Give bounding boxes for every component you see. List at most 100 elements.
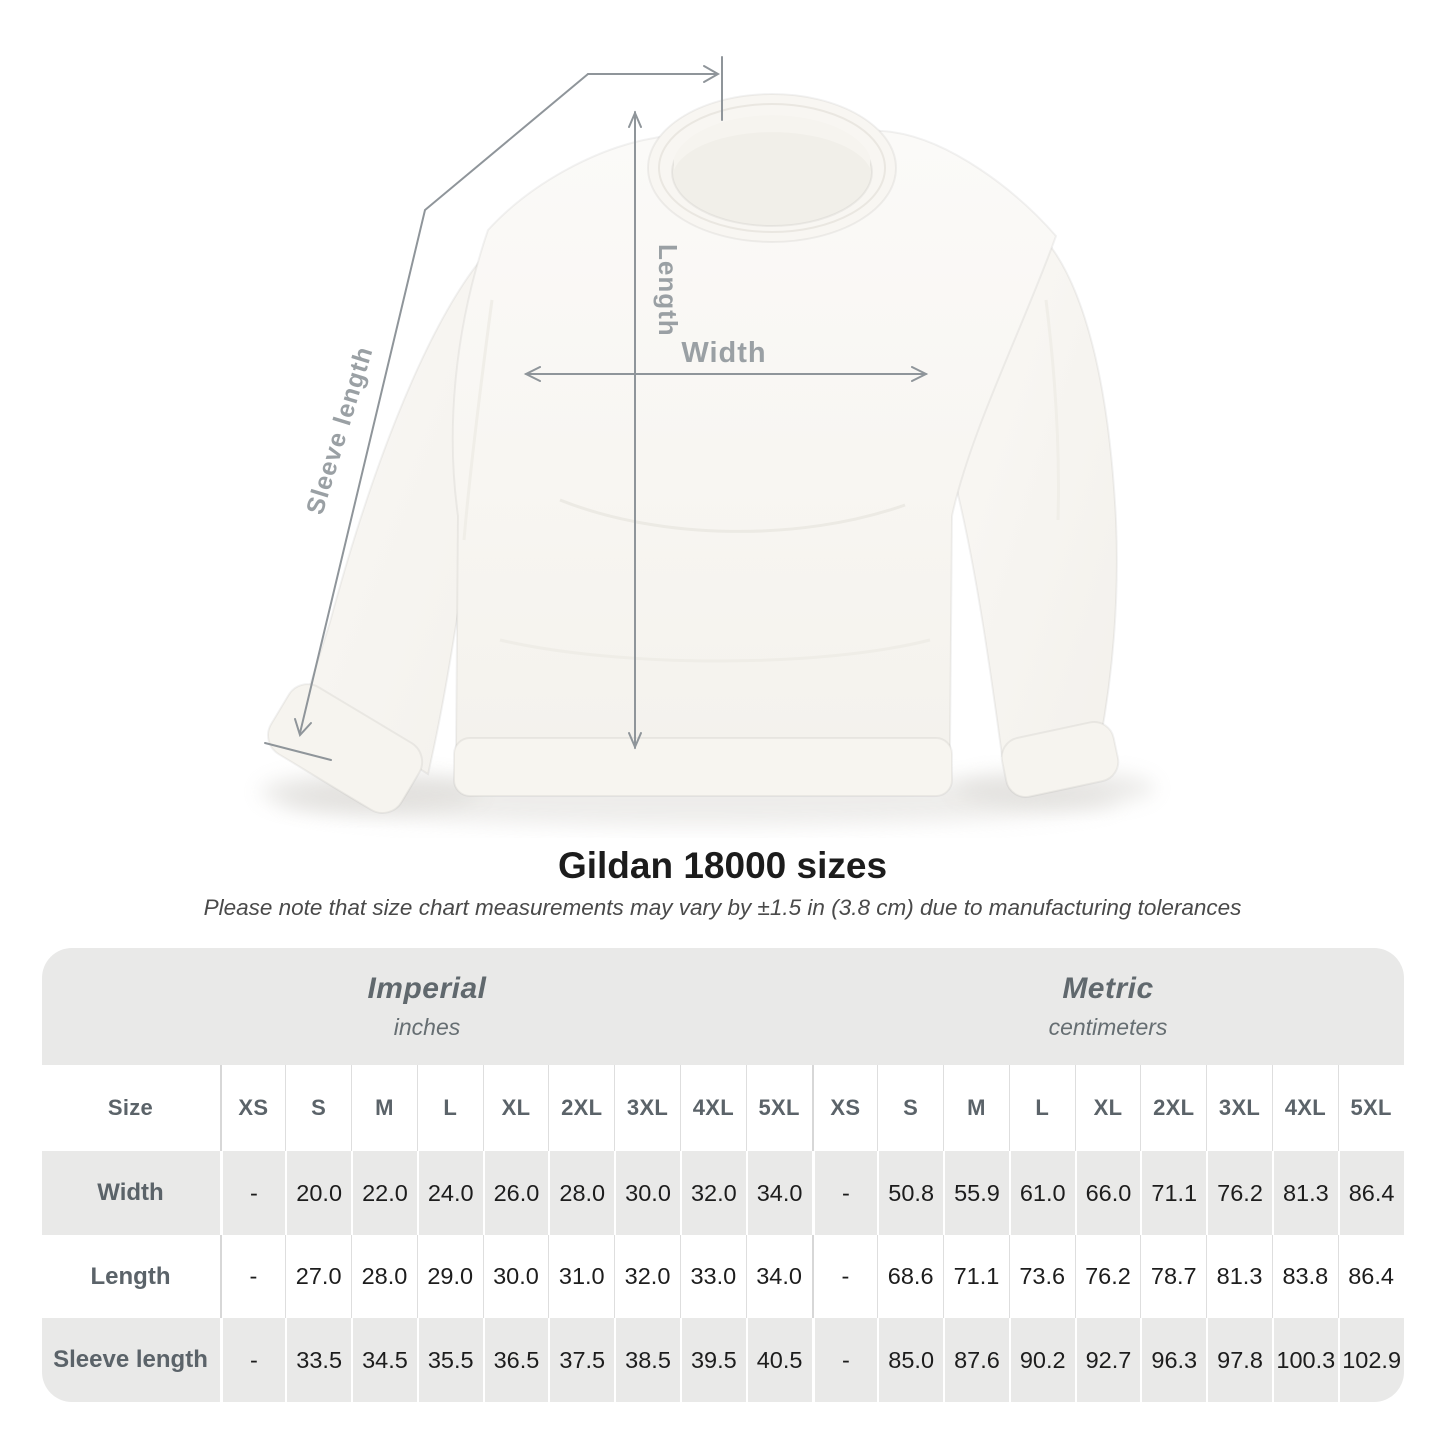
size-header-imperial-3xl: 3XL [614, 1065, 680, 1151]
cell-imperial-sleeve-length-xs: - [219, 1318, 286, 1402]
measurement-annotations [264, 56, 929, 761]
cell-imperial-width-3xl: 30.0 [614, 1151, 680, 1235]
size-header-metric-2xl: 2XL [1140, 1065, 1207, 1151]
cell-imperial-width-4xl: 32.0 [679, 1151, 746, 1235]
cell-metric-sleeve-length-3xl: 97.8 [1206, 1318, 1272, 1402]
cell-imperial-width-2xl: 28.0 [548, 1151, 615, 1235]
cell-imperial-width-xl: 26.0 [482, 1151, 549, 1235]
cell-imperial-sleeve-length-m: 34.5 [351, 1318, 417, 1402]
tolerance-note: Please note that size chart measurements… [203, 895, 1242, 920]
cell-metric-length-s: 68.6 [877, 1235, 944, 1318]
cell-metric-sleeve-length-4xl: 100.3 [1271, 1318, 1338, 1402]
sweatshirt-measurement-diagram: Length Width Sleeve length [260, 56, 1155, 826]
cell-imperial-length-s: 27.0 [285, 1235, 352, 1318]
cell-metric-sleeve-length-xs: - [811, 1318, 878, 1402]
torso [451, 127, 1058, 749]
cell-imperial-width-m: 22.0 [351, 1151, 417, 1235]
left-cuff [267, 683, 424, 814]
size-header-imperial-l: L [416, 1065, 483, 1151]
cell-metric-length-m: 71.1 [943, 1235, 1009, 1318]
row-label-length: Length [41, 1235, 220, 1318]
cell-imperial-sleeve-length-xl: 36.5 [482, 1318, 549, 1402]
right-cuff [1000, 721, 1120, 798]
length-label: Length [653, 244, 683, 337]
cell-imperial-length-xs: - [219, 1235, 286, 1318]
cell-metric-length-4xl: 83.8 [1271, 1235, 1338, 1318]
size-header-imperial-m: M [351, 1065, 417, 1151]
cell-imperial-sleeve-length-4xl: 39.5 [679, 1318, 746, 1402]
size-header-imperial-xl: XL [482, 1065, 549, 1151]
row-label-sleeve-length: Sleeve length [41, 1318, 220, 1402]
cell-metric-width-3xl: 76.2 [1206, 1151, 1272, 1235]
cell-metric-length-5xl: 86.4 [1337, 1235, 1404, 1318]
size-header-imperial-2xl: 2XL [548, 1065, 615, 1151]
cell-imperial-width-s: 20.0 [285, 1151, 352, 1235]
size-table: Imperial inches Metric centimeters Size X… [41, 948, 1404, 1402]
size-header-metric-xl: XL [1074, 1065, 1141, 1151]
unit-header-band: Imperial inches Metric centimeters [41, 948, 1404, 1065]
sleeve-length-label: Sleeve length [301, 343, 379, 518]
metric-unit: centimeters [1048, 1014, 1168, 1040]
cell-imperial-length-2xl: 31.0 [548, 1235, 615, 1318]
cell-metric-sleeve-length-2xl: 96.3 [1140, 1318, 1207, 1402]
imperial-title: Imperial [367, 972, 487, 1005]
collar [647, 93, 897, 243]
size-header-metric-4xl: 4XL [1271, 1065, 1338, 1151]
size-header-imperial-5xl: 5XL [745, 1065, 812, 1151]
cell-imperial-sleeve-length-3xl: 38.5 [614, 1318, 680, 1402]
width-label: Width [681, 337, 766, 369]
cell-metric-length-3xl: 81.3 [1206, 1235, 1272, 1318]
cell-metric-width-s: 50.8 [877, 1151, 944, 1235]
size-header-imperial-s: S [285, 1065, 352, 1151]
cell-metric-sleeve-length-l: 90.2 [1008, 1318, 1075, 1402]
cell-metric-sleeve-length-xl: 92.7 [1074, 1318, 1141, 1402]
cell-metric-width-xl: 66.0 [1074, 1151, 1141, 1235]
page-title: Gildan 18000 sizes [557, 845, 888, 886]
cell-imperial-sleeve-length-5xl: 40.5 [745, 1318, 812, 1402]
cell-metric-sleeve-length-m: 87.6 [943, 1318, 1009, 1402]
length-arrow [628, 110, 642, 750]
cell-metric-width-4xl: 81.3 [1271, 1151, 1338, 1235]
cell-metric-width-m: 55.9 [943, 1151, 1009, 1235]
size-table-grid: Size XS S M L XL 2XL 3XL 4XL 5XL XS S M L XL 2XL 3XL 4XL 5… [41, 1065, 1404, 1402]
cell-metric-length-2xl: 78.7 [1140, 1235, 1207, 1318]
cell-imperial-length-5xl: 34.0 [745, 1235, 812, 1318]
cell-metric-length-l: 73.6 [1008, 1235, 1075, 1318]
product-photo: Length Width Sleeve length [260, 56, 1155, 826]
shoulder-reference-arrow [587, 56, 723, 121]
cell-metric-length-xs: - [811, 1235, 878, 1318]
size-header-metric-s: S [877, 1065, 944, 1151]
size-header-metric-l: L [1008, 1065, 1075, 1151]
cell-imperial-length-l: 29.0 [416, 1235, 483, 1318]
imperial-unit: inches [393, 1014, 461, 1040]
size-header-imperial-xs: XS [219, 1065, 286, 1151]
cell-metric-sleeve-length-s: 85.0 [877, 1318, 944, 1402]
cell-imperial-sleeve-length-s: 33.5 [285, 1318, 352, 1402]
cell-imperial-width-5xl: 34.0 [745, 1151, 812, 1235]
size-header-imperial-4xl: 4XL [679, 1065, 746, 1151]
cell-metric-width-l: 61.0 [1008, 1151, 1075, 1235]
cell-metric-length-xl: 76.2 [1074, 1235, 1141, 1318]
size-header-metric-3xl: 3XL [1206, 1065, 1272, 1151]
size-header-metric-5xl: 5XL [1337, 1065, 1404, 1151]
size-header-metric-xs: XS [811, 1065, 878, 1151]
cell-metric-width-5xl: 86.4 [1337, 1151, 1404, 1235]
cell-imperial-width-l: 24.0 [416, 1151, 483, 1235]
cell-metric-sleeve-length-5xl: 102.9 [1337, 1318, 1404, 1402]
sleeve-length-arrow [264, 73, 589, 761]
waistband [453, 737, 953, 797]
cell-imperial-length-4xl: 33.0 [679, 1235, 746, 1318]
metric-title: Metric [1062, 972, 1154, 1005]
sweatshirt-illustration [267, 93, 1120, 814]
cell-imperial-sleeve-length-2xl: 37.5 [548, 1318, 615, 1402]
width-arrow [523, 366, 929, 382]
size-header-metric-m: M [943, 1065, 1009, 1151]
cell-metric-width-xs: - [811, 1151, 878, 1235]
row-label-width: Width [41, 1151, 220, 1235]
cell-imperial-sleeve-length-l: 35.5 [416, 1318, 483, 1402]
cell-metric-width-2xl: 71.1 [1140, 1151, 1207, 1235]
cell-imperial-length-3xl: 32.0 [614, 1235, 680, 1318]
size-column-header: Size [41, 1065, 220, 1151]
metric-header: Metric centimeters [813, 948, 1404, 1065]
